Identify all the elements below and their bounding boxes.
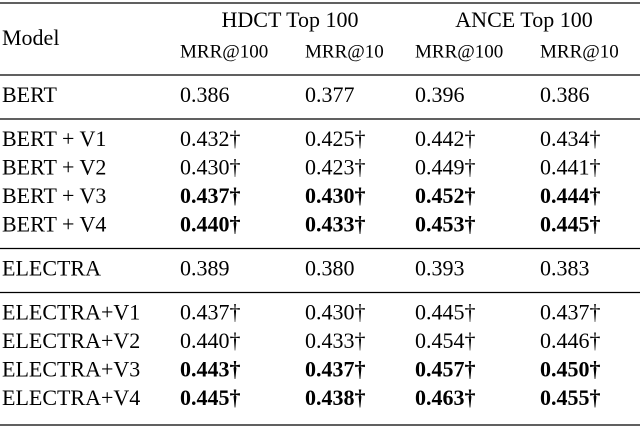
score-cell: 0.437† [180,300,241,325]
score-cell: 0.423† [305,155,366,180]
score-cell: 0.437† [180,183,241,208]
score-cell: 0.455† [540,385,601,410]
model-name: ELECTRA+V2 [2,328,140,353]
score-cell: 0.430† [305,300,366,325]
score-cell: 0.386 [180,82,230,107]
score-cell: 0.449† [415,155,476,180]
group-header: ANCE Top 100 [455,7,592,32]
score-cell: 0.396 [415,82,465,107]
metric-header: MRR@10 [305,41,384,62]
metric-header: MRR@10 [540,41,619,62]
score-cell: 0.453† [415,212,476,237]
score-cell: 0.432† [180,126,241,151]
model-name: BERT + V3 [2,183,106,208]
score-cell: 0.437† [540,300,601,325]
score-cell: 0.445† [540,212,601,237]
model-name: BERT + V1 [2,126,106,151]
score-cell: 0.445† [415,300,476,325]
score-cell: 0.433† [305,212,366,237]
score-cell: 0.393 [415,256,465,281]
score-cell: 0.440† [180,328,241,353]
score-cell: 0.446† [540,328,601,353]
model-header: Model [2,25,59,50]
score-cell: 0.425† [305,126,366,151]
score-cell: 0.452† [415,183,476,208]
group-header: HDCT Top 100 [222,7,359,32]
model-name: ELECTRA+V4 [2,385,140,410]
score-cell: 0.377 [305,82,355,107]
score-cell: 0.437† [305,357,366,382]
score-cell: 0.386 [540,82,590,107]
score-cell: 0.430† [180,155,241,180]
model-name: BERT [2,82,57,107]
score-cell: 0.463† [415,385,476,410]
score-cell: 0.442† [415,126,476,151]
score-cell: 0.433† [305,328,366,353]
model-name: BERT + V2 [2,155,106,180]
model-name: ELECTRA+V3 [2,357,140,382]
score-cell: 0.438† [305,385,366,410]
model-name: ELECTRA [2,256,101,281]
score-cell: 0.444† [540,183,601,208]
score-cell: 0.383 [540,256,590,281]
score-cell: 0.440† [180,212,241,237]
model-name: ELECTRA+V1 [2,300,140,325]
metric-header: MRR@100 [180,41,268,62]
score-cell: 0.457† [415,357,476,382]
score-cell: 0.380 [305,256,355,281]
metric-header: MRR@100 [415,41,503,62]
score-cell: 0.434† [540,126,601,151]
score-cell: 0.443† [180,357,241,382]
score-cell: 0.389 [180,256,230,281]
model-name: BERT + V4 [2,212,106,237]
score-cell: 0.445† [180,385,241,410]
score-cell: 0.441† [540,155,601,180]
score-cell: 0.450† [540,357,601,382]
score-cell: 0.430† [305,183,366,208]
score-cell: 0.454† [415,328,476,353]
